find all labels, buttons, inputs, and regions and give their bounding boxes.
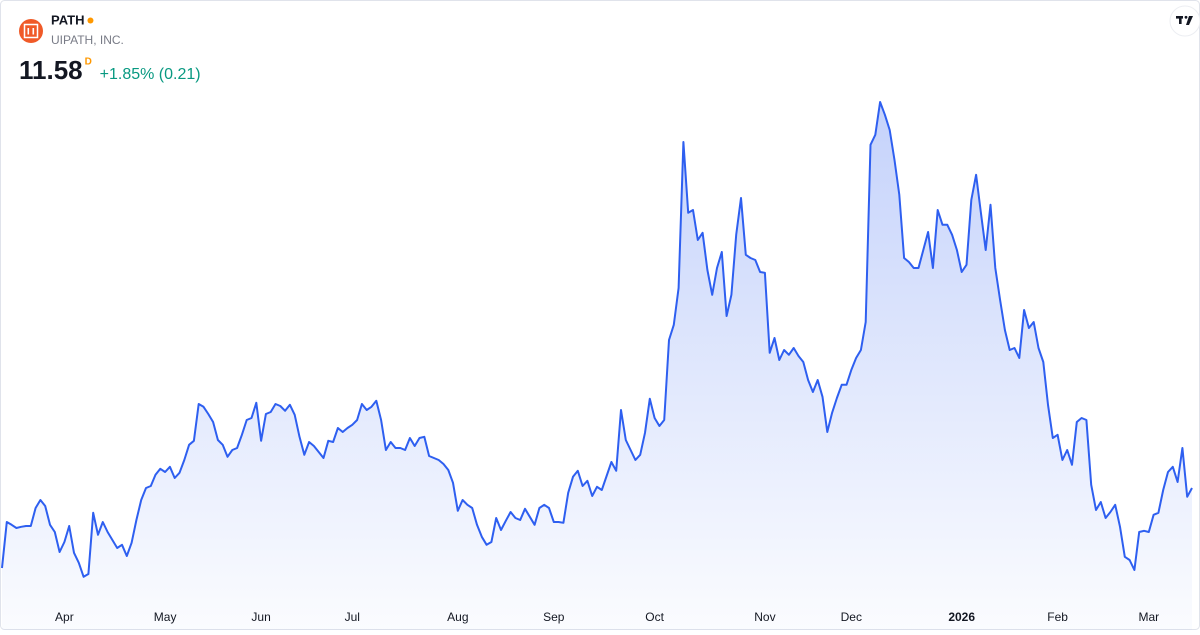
period: D (85, 57, 92, 68)
price-line (1, 101, 1193, 578)
status-dot (87, 17, 94, 24)
tv-logo (1169, 5, 1200, 37)
x-tick-label: Oct (645, 610, 664, 624)
symbol: PATH (51, 12, 84, 27)
plot: Apr May Jun Jul Aug Sep Oct Nov Dec 2026 Feb Mar (1, 101, 1193, 630)
area-fill (2, 102, 1192, 630)
x-tick-label: Apr (55, 610, 74, 624)
x-tick-label: Sep (543, 610, 565, 624)
x-tick-label: Dec (841, 610, 862, 624)
price: 11.58 (19, 55, 83, 85)
x-tick-label: Jul (345, 610, 360, 624)
x-tick-label: May (154, 610, 177, 624)
company-name: UIPATH, INC. (51, 33, 124, 47)
x-tick-label: Feb (1047, 610, 1068, 624)
x-tick-label: Mar (1138, 610, 1159, 624)
x-tick-label: Jun (251, 610, 270, 624)
x-tick-label: Nov (754, 610, 775, 624)
price-change: +1.85% (0.21) (100, 66, 201, 83)
x-tick-label: 2026 (948, 610, 975, 624)
logo (19, 19, 43, 43)
x-tick-label: Aug (447, 610, 468, 624)
